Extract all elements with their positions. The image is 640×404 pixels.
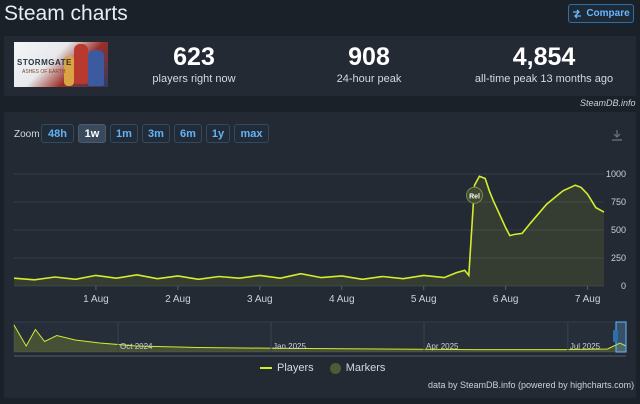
header: Steam charts Compare — [0, 0, 640, 30]
chart-credit[interactable]: data by SteamDB.info (powered by highcha… — [428, 380, 635, 390]
y-tick-label: 250 — [611, 253, 626, 263]
stat-label: players right now — [152, 73, 236, 85]
y-tick-label: 500 — [611, 225, 626, 235]
legend-item-markers[interactable]: Markers — [329, 362, 386, 374]
legend-dot-swatch — [329, 362, 341, 374]
compare-button[interactable]: Compare — [568, 4, 634, 23]
game-art-figure — [88, 50, 104, 86]
x-tick-label: 1 Aug — [83, 294, 109, 305]
compare-label: Compare — [586, 8, 630, 19]
source-tag[interactable]: SteamDB.info — [580, 98, 636, 108]
page-title: Steam charts — [4, 2, 128, 25]
series-line-players — [13, 175, 605, 281]
zoom-3m-button[interactable]: 3m — [142, 124, 170, 143]
zoom-48h-button[interactable]: 48h — [41, 124, 74, 143]
y-tick-label: 750 — [611, 197, 626, 207]
navigator-label: Jul 2025 — [570, 342, 601, 351]
navigator-label: Apr 2025 — [426, 342, 459, 351]
zoom-6m-button[interactable]: 6m — [174, 124, 202, 143]
x-tick-label: 3 Aug — [247, 294, 273, 305]
x-tick-label: 2 Aug — [165, 294, 191, 305]
game-logo: STORMGATE — [17, 58, 72, 67]
navigator-line — [13, 324, 627, 351]
marker-label: Rel — [469, 193, 480, 200]
x-tick-label: 6 Aug — [493, 294, 519, 305]
y-tick-label: 1000 — [606, 169, 626, 179]
game-art-figure — [64, 56, 74, 86]
game-thumbnail[interactable]: STORMGATE ASHES OF EARTH — [14, 42, 108, 87]
game-logo-subtitle: ASHES OF EARTH — [22, 69, 66, 75]
zoom-1w-button[interactable]: 1w — [78, 124, 106, 143]
chart-legend: Players Markers — [260, 362, 385, 374]
navigator-background — [13, 321, 627, 353]
series-area — [14, 176, 604, 286]
x-tick-label: 5 Aug — [411, 294, 437, 305]
stat-label: all-time peak 13 months ago — [474, 73, 614, 85]
chart-panel: 0 250 500 750 1000 1 Aug 2 Aug 3 Aug 4 Aug 5 Aug 6… — [4, 112, 636, 398]
game-art-figure — [74, 44, 88, 84]
stat-current-players: 623 players right now — [144, 42, 244, 86]
zoom-max-button[interactable]: max — [234, 124, 269, 143]
players-chart[interactable]: 0 250 500 750 1000 1 Aug 2 Aug 3 Aug 4 Aug 5 Aug 6… — [4, 112, 636, 398]
navigator-label: Jan 2025 — [273, 342, 306, 351]
stats-panel: STORMGATE ASHES OF EARTH 623 players rig… — [4, 36, 636, 96]
stat-all-time-peak: 4,854 all-time peak 13 months ago — [474, 42, 614, 86]
stat-value: 623 — [173, 43, 215, 71]
stat-24h-peak: 908 24-hour peak — [314, 42, 424, 86]
marker-rel — [466, 186, 484, 204]
zoom-1y-button[interactable]: 1y — [206, 124, 230, 143]
stat-value: 4,854 — [512, 43, 576, 71]
x-tick-label: 4 Aug — [329, 294, 355, 305]
navigator-label: Oct 2024 — [120, 342, 153, 351]
navigator-area — [14, 325, 626, 352]
zoom-label: Zoom — [14, 129, 40, 140]
compare-icon — [573, 9, 582, 18]
navigator-handle — [613, 330, 618, 342]
legend-label: Markers — [345, 362, 386, 374]
stat-value: 908 — [348, 43, 390, 71]
y-tick-label: 0 — [621, 281, 626, 291]
legend-label: Players — [277, 362, 314, 374]
zoom-1m-button[interactable]: 1m — [110, 124, 138, 143]
legend-item-players[interactable]: Players — [260, 362, 314, 374]
x-tick-label: 7 Aug — [575, 294, 601, 305]
download-icon[interactable] — [611, 129, 623, 141]
legend-line-swatch — [260, 367, 272, 369]
stat-label: 24-hour peak — [336, 73, 402, 85]
